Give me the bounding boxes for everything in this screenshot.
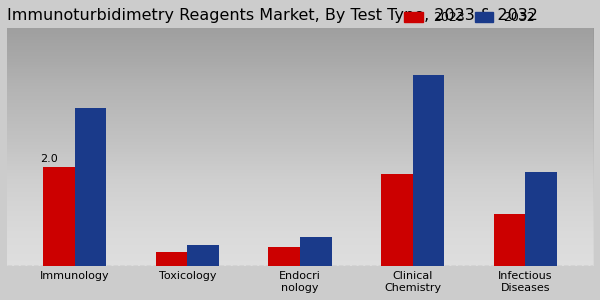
Bar (268, 247, 300, 266)
Bar (43, 167, 74, 266)
Bar (156, 252, 187, 266)
Legend: 2023, 2032: 2023, 2032 (399, 6, 540, 29)
Bar (74, 108, 106, 266)
Bar (494, 214, 526, 266)
Bar (300, 237, 332, 266)
Bar (187, 245, 219, 266)
Bar (526, 172, 557, 266)
Text: 2.0: 2.0 (40, 154, 58, 164)
Bar (381, 174, 413, 266)
Bar (413, 75, 444, 266)
Text: Immunoturbidimetry Reagents Market, By Test Type, 2023 & 2032: Immunoturbidimetry Reagents Market, By T… (7, 8, 538, 23)
